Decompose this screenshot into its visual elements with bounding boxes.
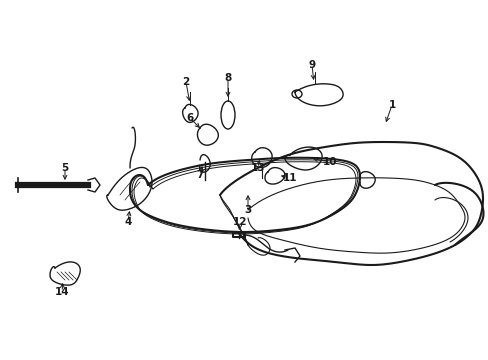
Text: 7: 7 bbox=[196, 170, 203, 180]
Text: 6: 6 bbox=[186, 113, 193, 123]
Text: 5: 5 bbox=[61, 163, 68, 173]
Text: 14: 14 bbox=[55, 287, 69, 297]
Text: 12: 12 bbox=[232, 217, 247, 227]
Text: 10: 10 bbox=[322, 157, 337, 167]
Text: 13: 13 bbox=[250, 163, 264, 173]
Text: 9: 9 bbox=[308, 60, 315, 70]
Text: 11: 11 bbox=[282, 173, 297, 183]
Text: 3: 3 bbox=[244, 205, 251, 215]
Text: 1: 1 bbox=[387, 100, 395, 110]
Text: 4: 4 bbox=[124, 217, 131, 227]
Text: 2: 2 bbox=[182, 77, 189, 87]
Text: 8: 8 bbox=[224, 73, 231, 83]
